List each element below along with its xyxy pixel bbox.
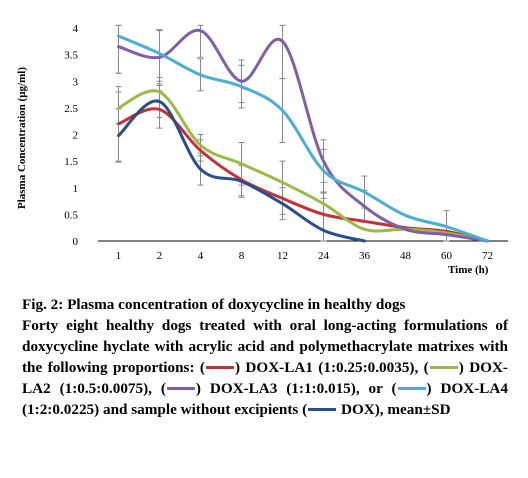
legend-text-dox-la4: DOX-LA4 (1:2:0.0225) and sample without … [22, 380, 508, 418]
series-line-dox-la3 [117, 29, 489, 243]
y-tick-label: 2.5 [64, 103, 78, 115]
y-tick-label: 0 [73, 236, 79, 248]
caption-tail: mean±SD [387, 401, 451, 418]
legend-text-dox-la2: DOX-LA2 (1:0.5:0.0075), [22, 359, 508, 397]
legend-text-dox-la1: DOX-LA1 (1:0.25:0.0035), [245, 359, 419, 376]
y-tick-label: 0.5 [64, 209, 78, 221]
legend-text-dox-la3: DOX-LA3 (1:1:0.015), or [209, 380, 383, 397]
x-axis-title: Time (h) [448, 264, 489, 276]
series-line-dox-la1 [117, 107, 489, 243]
y-tick-label: 4 [73, 23, 79, 35]
x-tick-label: 4 [198, 250, 204, 262]
x-tick-label: 24 [318, 250, 330, 262]
caption-title: Fig. 2: Plasma concentration of doxycycl… [22, 296, 406, 313]
series-line-dox-la4 [117, 34, 489, 243]
series-line-dox-la2 [117, 89, 489, 243]
error-bar [279, 24, 286, 80]
series-line-dox [117, 99, 366, 243]
line-chart: 00.511.522.533.541 2 4 8 12 24 36 48 60 72 Time (… [16, 23, 508, 276]
series-lines [117, 29, 489, 243]
chart-figure: 0 0.5 1 1.5 2 2.5 3 3.5 4 1 2 4 8 12 24 36 48 60 72 Time (… [16, 23, 508, 276]
x-tick-label: 36 [359, 250, 371, 262]
x-tick-label: 1 [116, 250, 122, 262]
x-tick-label: 12 [277, 250, 288, 262]
error-bars [115, 24, 450, 242]
legend-swatch-dox [308, 407, 337, 411]
x-tick-label: 8 [239, 250, 245, 262]
legend-swatch-dox-la3 [166, 386, 195, 390]
y-tick-label: 1 [73, 183, 79, 195]
figure-caption: Fig. 2: Plasma concentration of doxycycl… [22, 294, 508, 420]
x-tick-label: 48 [400, 250, 412, 262]
x-tick-label: 2 [157, 250, 163, 262]
x-tick-label: 60 [441, 250, 453, 262]
y-axis-title: Plasma Concentration (µg/ml) [16, 67, 28, 209]
y-tick-label: 2 [73, 130, 79, 142]
legend-swatch-dox-la1 [205, 365, 234, 369]
legend-swatch-dox-la2 [429, 365, 458, 369]
y-tick-label: 1.5 [64, 156, 78, 168]
caption-intro: Forty eight healthy dogs treated with or… [22, 317, 508, 376]
legend-swatch-dox-la4 [397, 386, 426, 390]
error-bar [115, 24, 122, 74]
caption-body: Forty eight healthy dogs treated with or… [22, 317, 508, 418]
y-tick-label: 3.5 [64, 50, 78, 62]
legend-text-dox: DOX), [340, 401, 384, 418]
y-tick-label: 3 [73, 76, 79, 88]
x-tick-label: 72 [482, 250, 493, 262]
chart-ticks: 00.511.522.533.541 2 4 8 12 24 36 48 60 72 [64, 23, 493, 262]
